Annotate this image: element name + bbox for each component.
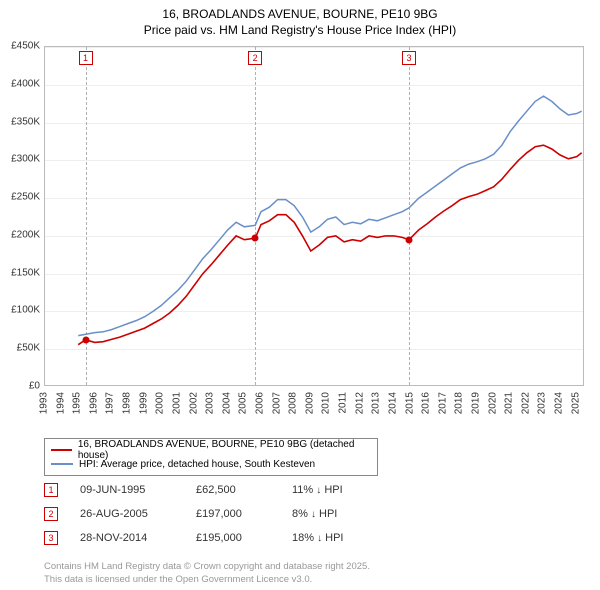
event-dot (82, 336, 89, 343)
sale-marker-box: 2 (44, 507, 58, 521)
sale-row: 1 09-JUN-1995 £62,500 11% ↓ HPI (44, 478, 382, 502)
legend-label: HPI: Average price, detached house, Sout… (79, 459, 315, 470)
x-tick-label: 2003 (205, 392, 216, 414)
event-marker-box: 3 (402, 51, 416, 65)
sale-price: £197,000 (196, 508, 270, 520)
legend: 16, BROADLANDS AVENUE, BOURNE, PE10 9BG … (44, 438, 378, 476)
y-tick-label: £100K (11, 305, 40, 316)
y-tick-label: £400K (11, 78, 40, 89)
y-tick-label: £300K (11, 154, 40, 165)
x-tick-label: 1993 (39, 392, 50, 414)
chart-title: 16, BROADLANDS AVENUE, BOURNE, PE10 9BG … (0, 0, 600, 38)
y-tick-label: £150K (11, 267, 40, 278)
sale-diff: 18% ↓ HPI (292, 532, 382, 544)
x-tick-label: 2015 (404, 392, 415, 414)
x-tick-label: 2009 (304, 392, 315, 414)
x-tick-label: 2020 (487, 392, 498, 414)
y-tick-label: £0 (29, 381, 40, 392)
sale-price: £62,500 (196, 484, 270, 496)
y-tick-label: £450K (11, 41, 40, 52)
plot-region: 1 2 3 (44, 46, 584, 386)
legend-swatch (51, 463, 73, 465)
x-tick-label: 2007 (271, 392, 282, 414)
x-tick-label: 2000 (155, 392, 166, 414)
y-tick-label: £50K (17, 343, 40, 354)
attribution-line-2: This data is licensed under the Open Gov… (44, 574, 370, 586)
legend-row: 16, BROADLANDS AVENUE, BOURNE, PE10 9BG … (51, 443, 371, 457)
series-hpi (78, 96, 582, 336)
x-tick-label: 2006 (255, 392, 266, 414)
attribution: Contains HM Land Registry data © Crown c… (44, 561, 370, 586)
x-tick-label: 2023 (537, 392, 548, 414)
sale-diff: 11% ↓ HPI (292, 484, 382, 496)
x-tick-label: 2014 (387, 392, 398, 414)
legend-swatch (51, 449, 72, 451)
sale-marker-box: 1 (44, 483, 58, 497)
attribution-line-1: Contains HM Land Registry data © Crown c… (44, 561, 370, 573)
event-dot (406, 236, 413, 243)
sale-row: 3 28-NOV-2014 £195,000 18% ↓ HPI (44, 526, 382, 550)
sale-price: £195,000 (196, 532, 270, 544)
y-tick-label: £200K (11, 229, 40, 240)
title-line-2: Price paid vs. HM Land Registry's House … (0, 22, 600, 38)
event-dot (252, 235, 259, 242)
series-price-paid (78, 145, 582, 345)
event-marker-box: 1 (79, 51, 93, 65)
sales-table: 1 09-JUN-1995 £62,500 11% ↓ HPI 2 26-AUG-2005… (44, 478, 382, 550)
x-tick-label: 2016 (421, 392, 432, 414)
sale-date: 28-NOV-2014 (80, 532, 174, 544)
x-tick-label: 2001 (171, 392, 182, 414)
x-tick-label: 2021 (504, 392, 515, 414)
sale-date: 26-AUG-2005 (80, 508, 174, 520)
x-tick-label: 2005 (238, 392, 249, 414)
x-tick-label: 2010 (321, 392, 332, 414)
x-tick-label: 2024 (554, 392, 565, 414)
x-tick-label: 2017 (437, 392, 448, 414)
sale-row: 2 26-AUG-2005 £197,000 8% ↓ HPI (44, 502, 382, 526)
x-tick-label: 2011 (338, 392, 349, 414)
x-tick-label: 2019 (471, 392, 482, 414)
x-tick-label: 2025 (570, 392, 581, 414)
chart-area: 123 £0£50K£100K£150K£200K£250K£300K£350K… (44, 46, 584, 426)
x-tick-label: 1997 (105, 392, 116, 414)
x-tick-label: 1999 (138, 392, 149, 414)
event-marker-box: 2 (248, 51, 262, 65)
sale-date: 09-JUN-1995 (80, 484, 174, 496)
x-tick-label: 1996 (88, 392, 99, 414)
x-tick-label: 2012 (354, 392, 365, 414)
series-svg (45, 47, 585, 387)
x-tick-label: 2013 (371, 392, 382, 414)
chart-container: 16, BROADLANDS AVENUE, BOURNE, PE10 9BG … (0, 0, 600, 590)
y-tick-label: £350K (11, 116, 40, 127)
sale-diff: 8% ↓ HPI (292, 508, 382, 520)
title-line-1: 16, BROADLANDS AVENUE, BOURNE, PE10 9BG (0, 6, 600, 22)
x-tick-label: 1998 (122, 392, 133, 414)
sale-marker-box: 3 (44, 531, 58, 545)
x-tick-label: 2022 (520, 392, 531, 414)
x-tick-label: 2002 (188, 392, 199, 414)
x-tick-label: 2018 (454, 392, 465, 414)
y-tick-label: £250K (11, 192, 40, 203)
x-tick-label: 2008 (288, 392, 299, 414)
x-tick-label: 1995 (72, 392, 83, 414)
x-tick-label: 1994 (55, 392, 66, 414)
x-tick-label: 2004 (221, 392, 232, 414)
